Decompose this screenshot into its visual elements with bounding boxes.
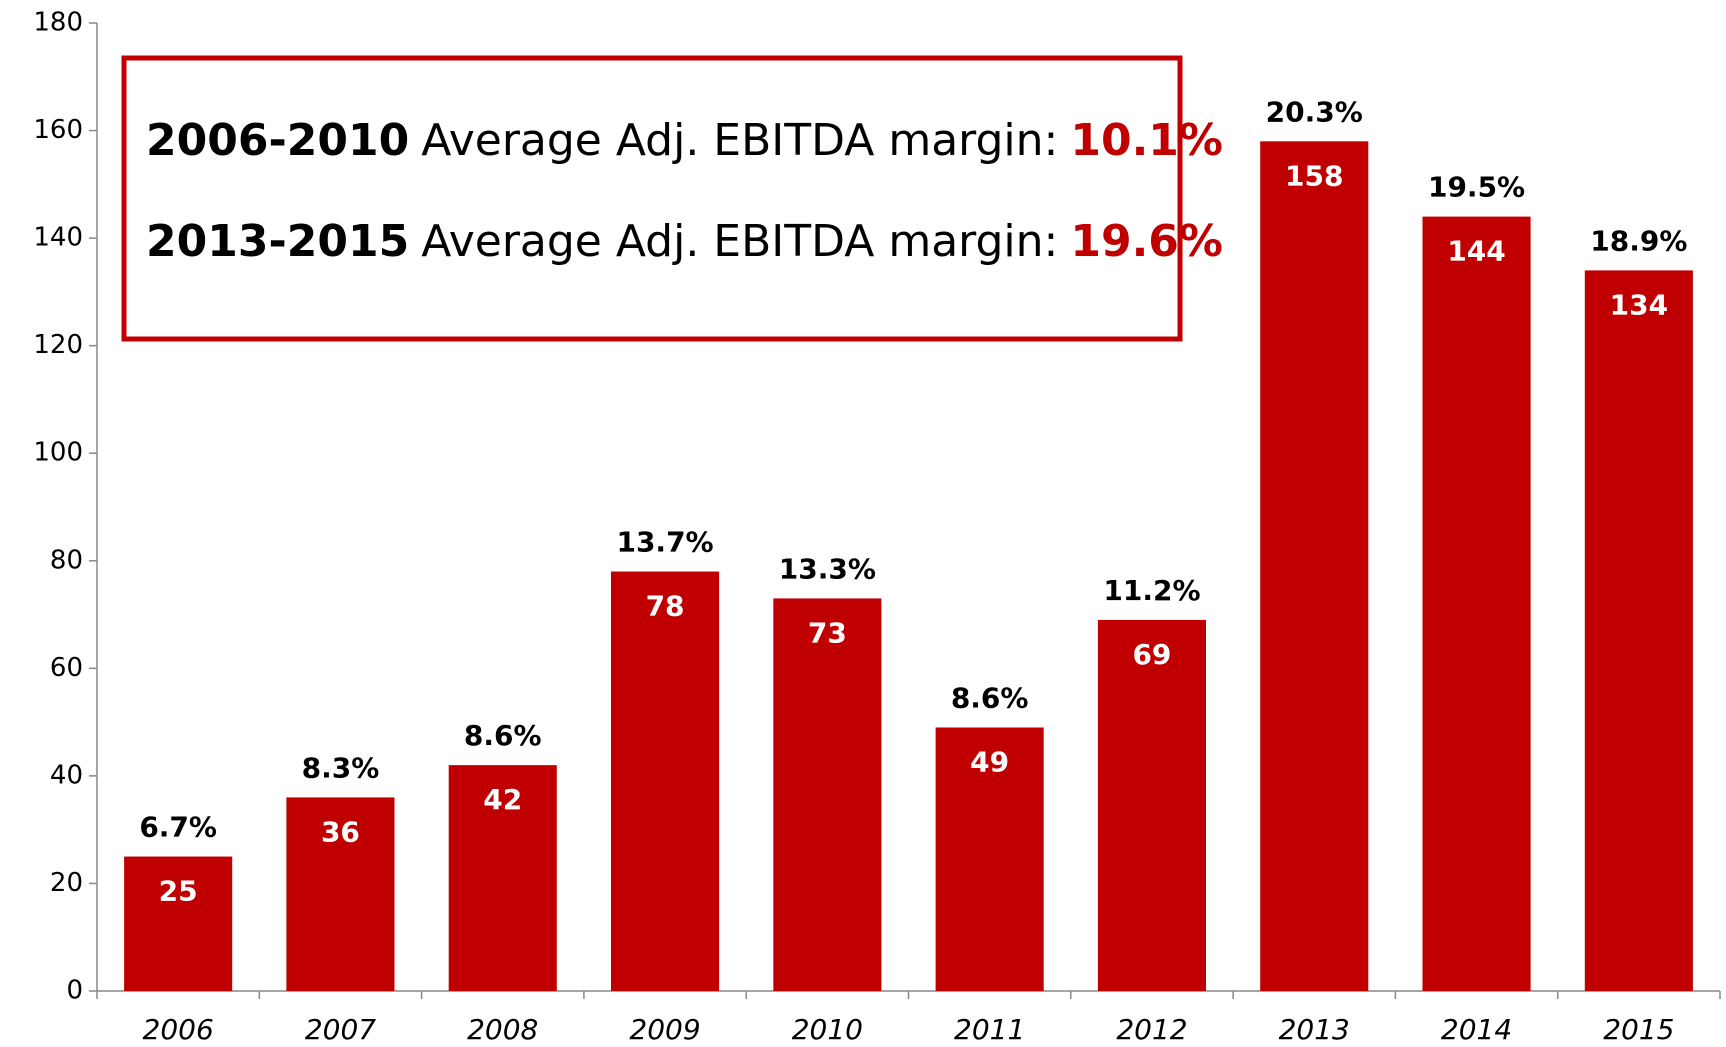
y-tick-label: 160 [33, 115, 83, 145]
bar [611, 571, 720, 991]
margin-label: 8.3% [302, 751, 380, 784]
margin-label: 6.7% [139, 811, 217, 844]
y-tick-label: 40 [50, 760, 83, 790]
bar [286, 797, 395, 991]
margin-label: 8.6% [464, 719, 542, 752]
margin-label: 11.2% [1103, 574, 1200, 607]
value-label: 134 [1610, 288, 1668, 321]
value-label: 73 [808, 616, 847, 649]
bar [124, 856, 233, 991]
value-label: 42 [483, 783, 522, 816]
value-label: 144 [1447, 235, 1505, 268]
annotations: 2006-2010 Average Adj. EBITDA margin: 10.1… [146, 115, 1223, 267]
margin-label: 19.5% [1428, 171, 1525, 204]
annotation-period: 2006-2010 [146, 115, 409, 166]
x-tick-label: 2014 [1441, 1013, 1512, 1046]
bar [773, 598, 882, 991]
bar [1422, 216, 1531, 992]
x-tick-label: 2009 [629, 1013, 700, 1046]
bar [1260, 141, 1369, 992]
x-tick-label: 2013 [1279, 1013, 1350, 1046]
y-tick-label: 20 [50, 868, 83, 898]
y-tick-label: 120 [33, 330, 83, 360]
x-tick-label: 2012 [1116, 1013, 1187, 1046]
margin-label: 8.6% [951, 681, 1029, 714]
annotation-text: Average Adj. EBITDA margin: [421, 216, 1058, 267]
x-tick-label: 2008 [467, 1013, 538, 1046]
annotation-text: Average Adj. EBITDA margin: [421, 115, 1058, 166]
bar [935, 727, 1044, 991]
value-label: 78 [646, 590, 685, 623]
annotation: 2006-2010 Average Adj. EBITDA margin: 10.1… [146, 115, 1223, 166]
x-tick-label: 2007 [305, 1013, 376, 1046]
value-label: 158 [1285, 159, 1343, 192]
value-label: 25 [159, 875, 198, 908]
bar [1584, 270, 1693, 991]
value-label: 49 [970, 745, 1009, 778]
margin-label: 20.3% [1266, 95, 1363, 128]
y-tick-label: 180 [33, 8, 83, 38]
bar [1097, 619, 1206, 991]
margin-label: 18.9% [1590, 224, 1687, 257]
value-label: 69 [1132, 638, 1171, 671]
x-tick-label: 2006 [143, 1013, 214, 1046]
value-label: 36 [321, 815, 360, 848]
x-tick-label: 2011 [954, 1013, 1025, 1046]
annotation: 2013-2015 Average Adj. EBITDA margin: 19.6… [146, 216, 1223, 267]
annotation-period: 2013-2015 [146, 216, 409, 267]
bar [448, 765, 557, 991]
x-tick-label: 2015 [1603, 1013, 1674, 1046]
y-tick-label: 140 [33, 223, 83, 253]
y-tick-label: 0 [66, 976, 83, 1006]
y-tick-label: 60 [50, 653, 83, 683]
annotation-box [121, 55, 1183, 342]
margin-label: 13.3% [779, 552, 876, 585]
y-tick-label: 80 [50, 545, 83, 575]
annotation-value: 19.6% [1070, 216, 1223, 267]
margin-label: 13.7% [616, 526, 713, 559]
y-tick-label: 100 [33, 438, 83, 468]
x-tick-label: 2010 [792, 1013, 863, 1046]
annotation-value: 10.1% [1070, 115, 1223, 166]
